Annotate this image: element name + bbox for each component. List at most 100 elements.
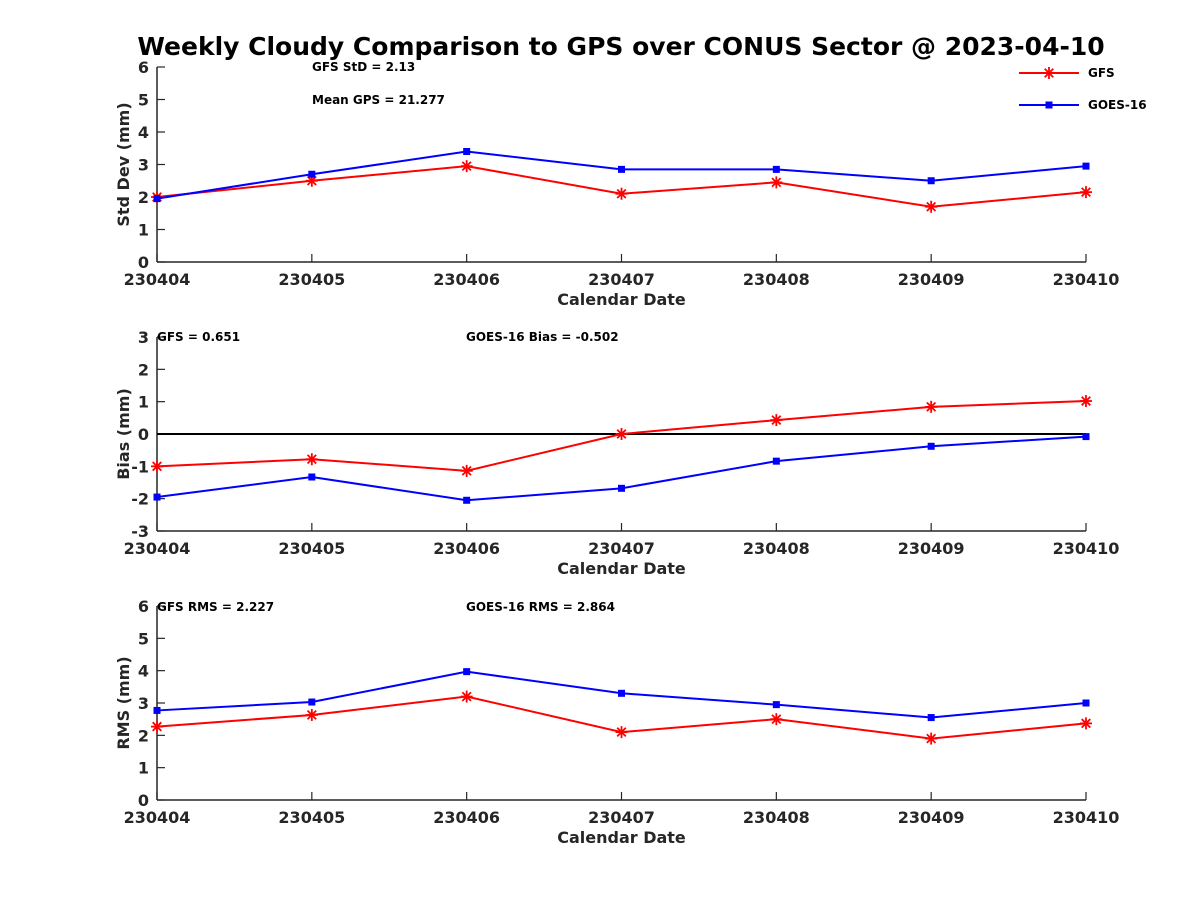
x-tick-label: 230410 (1053, 270, 1120, 289)
annotation-text: GFS StD = 2.13 (312, 60, 415, 74)
x-tick-label: 230404 (124, 808, 191, 827)
y-tick-label: 0 (138, 253, 149, 272)
x-tick-label: 230408 (743, 270, 810, 289)
y-axis-label: Std Dev (mm) (114, 102, 133, 226)
data-point-square (772, 701, 780, 709)
x-tick-label: 230404 (124, 539, 191, 558)
y-tick-label: 1 (138, 393, 149, 412)
series-gfs (151, 160, 1092, 213)
y-tick-label: 1 (138, 221, 149, 240)
y-tick-label: 2 (138, 726, 149, 745)
x-tick-label: 230410 (1053, 808, 1120, 827)
x-tick-label: 230408 (743, 808, 810, 827)
x-tick-label: 230404 (124, 270, 191, 289)
y-tick-label: -2 (131, 490, 149, 509)
data-point-asterisk (1080, 717, 1092, 730)
x-tick-label: 230406 (433, 539, 500, 558)
legend: GFS GOES-16 (1019, 66, 1147, 112)
data-point-square (153, 493, 161, 501)
data-point-square (308, 698, 316, 706)
x-axis-label: Calendar Date (557, 828, 686, 847)
x-tick-label: 230407 (588, 808, 655, 827)
data-point-square (927, 442, 935, 450)
y-tick-label: 3 (138, 156, 149, 175)
x-tick-label: 230405 (278, 270, 345, 289)
y-tick-label: 3 (138, 694, 149, 713)
y-tick-label: 3 (138, 328, 149, 347)
y-tick-label: 4 (138, 123, 149, 142)
annotation-text: Mean GPS = 21.277 (312, 93, 445, 107)
x-axis-label: Calendar Date (557, 559, 686, 578)
data-point-square (463, 148, 471, 155)
y-tick-label: 2 (138, 360, 149, 379)
y-tick-label: 5 (138, 91, 149, 110)
data-point-asterisk (925, 200, 938, 213)
data-point-square (618, 484, 625, 492)
y-tick-label: 0 (138, 425, 149, 444)
legend-label: GOES-16 (1088, 98, 1147, 112)
x-tick-label: 230405 (278, 808, 345, 827)
data-point-asterisk (305, 708, 318, 721)
series-goes-16 (153, 668, 1090, 722)
panel-3: 0 1 2 3 4 5 6 230404 230405 230406 230407 230408 230… (114, 597, 1119, 847)
panel-2: -3 -2 -1 0 1 2 3 230404 230405 230406 230407 230408… (114, 328, 1119, 578)
y-tick-label: 6 (138, 58, 149, 77)
y-tick-label: 1 (138, 759, 149, 778)
annotation-text: GFS RMS = 2.227 (157, 600, 274, 614)
y-tick-label: -1 (131, 457, 149, 476)
data-point-asterisk (1080, 186, 1092, 199)
data-point-square (463, 496, 471, 504)
data-point-asterisk (770, 414, 783, 427)
x-tick-label: 230409 (898, 270, 965, 289)
data-point-asterisk (615, 726, 628, 739)
legend-label: GFS (1088, 66, 1115, 80)
x-tick-label: 230406 (433, 270, 500, 289)
data-point-square (618, 165, 625, 173)
x-tick-label: 230409 (898, 539, 965, 558)
data-point-square (153, 706, 161, 714)
data-point-square (927, 714, 935, 722)
x-tick-label: 230407 (588, 270, 655, 289)
data-point-asterisk (460, 690, 473, 703)
data-point-asterisk (770, 176, 783, 189)
data-point-square (463, 668, 471, 676)
data-point-asterisk (151, 720, 163, 733)
annotation-text: GOES-16 Bias = -0.502 (466, 330, 619, 344)
y-axis-label: Bias (mm) (114, 388, 133, 480)
data-point-asterisk (460, 464, 473, 477)
data-point-square (1082, 433, 1090, 441)
y-axis-label: RMS (mm) (114, 656, 133, 749)
series-gfs (151, 395, 1092, 477)
data-point-square (772, 457, 780, 465)
data-point-square (772, 165, 780, 173)
y-tick-label: 2 (138, 188, 149, 207)
data-point-square (308, 170, 316, 178)
legend-marker-square (1045, 101, 1053, 109)
data-point-asterisk (615, 428, 628, 440)
data-point-asterisk (151, 460, 163, 473)
data-point-asterisk (770, 713, 783, 726)
data-point-square (1082, 699, 1090, 707)
data-point-asterisk (460, 160, 473, 173)
x-tick-label: 230408 (743, 539, 810, 558)
series-gfs (151, 690, 1092, 745)
data-point-asterisk (1080, 395, 1092, 408)
y-tick-label: 4 (138, 662, 149, 681)
data-point-asterisk (615, 187, 628, 200)
x-tick-label: 230409 (898, 808, 965, 827)
x-tick-label: 230410 (1053, 539, 1120, 558)
y-tick-label: -3 (131, 522, 149, 541)
panel-1: 0 1 2 3 4 5 6 230404 230405 230406 230407 230408 230… (114, 58, 1147, 309)
x-axis-label: Calendar Date (557, 290, 686, 309)
data-point-square (153, 195, 161, 203)
data-point-asterisk (305, 174, 318, 187)
x-tick-label: 230407 (588, 539, 655, 558)
annotation-text: GFS = 0.651 (157, 330, 240, 344)
data-point-asterisk (925, 400, 938, 413)
data-point-asterisk (925, 732, 938, 745)
figure-title: Weekly Cloudy Comparison to GPS over CON… (137, 32, 1104, 61)
x-tick-label: 230406 (433, 808, 500, 827)
x-tick-label: 230405 (278, 539, 345, 558)
